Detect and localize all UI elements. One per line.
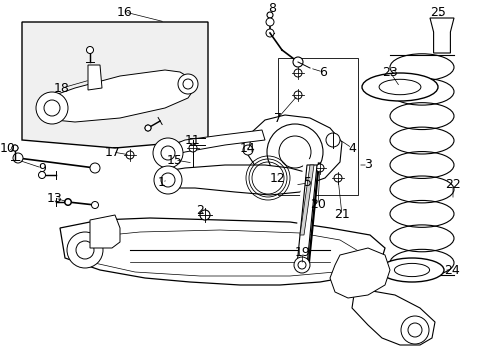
Polygon shape <box>299 165 313 235</box>
Text: 1: 1 <box>158 175 165 189</box>
Circle shape <box>293 91 302 99</box>
Circle shape <box>154 166 182 194</box>
Polygon shape <box>329 248 389 298</box>
Ellipse shape <box>361 73 437 101</box>
Circle shape <box>153 138 183 168</box>
Text: 22: 22 <box>444 179 460 192</box>
Text: 6: 6 <box>318 66 326 78</box>
Text: 25: 25 <box>429 5 445 18</box>
Circle shape <box>178 74 198 94</box>
Text: 16: 16 <box>117 5 133 18</box>
Circle shape <box>13 153 23 163</box>
Circle shape <box>243 145 252 155</box>
Circle shape <box>90 163 100 173</box>
Text: 4: 4 <box>347 141 355 154</box>
Polygon shape <box>60 218 384 285</box>
Text: 21: 21 <box>333 208 349 221</box>
Text: 3: 3 <box>364 158 371 171</box>
Circle shape <box>266 12 272 18</box>
Text: 12: 12 <box>269 171 285 184</box>
Circle shape <box>86 46 93 54</box>
Text: 20: 20 <box>309 198 325 211</box>
Polygon shape <box>429 18 453 53</box>
Text: 11: 11 <box>185 134 201 147</box>
Circle shape <box>189 144 197 152</box>
Circle shape <box>400 316 428 344</box>
Circle shape <box>39 172 45 178</box>
Polygon shape <box>22 22 207 148</box>
Polygon shape <box>164 130 264 158</box>
Circle shape <box>12 145 18 151</box>
Circle shape <box>292 57 303 67</box>
Text: 19: 19 <box>295 246 310 258</box>
Circle shape <box>265 29 273 37</box>
Text: 9: 9 <box>38 162 46 175</box>
Text: 13: 13 <box>47 192 63 204</box>
Text: 5: 5 <box>304 176 311 189</box>
Circle shape <box>65 199 71 205</box>
Circle shape <box>274 180 285 190</box>
Text: 14: 14 <box>240 141 255 154</box>
Text: 15: 15 <box>167 153 183 166</box>
Text: 18: 18 <box>54 81 70 94</box>
Text: 24: 24 <box>443 264 459 276</box>
Polygon shape <box>160 165 309 195</box>
Circle shape <box>145 125 151 131</box>
Polygon shape <box>90 215 120 248</box>
Circle shape <box>95 218 115 238</box>
Polygon shape <box>42 70 195 122</box>
Polygon shape <box>351 288 434 345</box>
Polygon shape <box>296 165 316 265</box>
Circle shape <box>64 198 71 206</box>
Circle shape <box>87 47 93 53</box>
Circle shape <box>67 232 103 268</box>
Text: 10: 10 <box>0 141 16 154</box>
Circle shape <box>265 18 273 26</box>
Circle shape <box>12 145 18 151</box>
Circle shape <box>145 125 151 131</box>
Circle shape <box>39 171 45 179</box>
Circle shape <box>347 259 375 287</box>
Text: 8: 8 <box>267 1 275 14</box>
Circle shape <box>266 124 323 180</box>
Circle shape <box>126 151 134 159</box>
Circle shape <box>253 171 262 179</box>
Circle shape <box>293 69 302 77</box>
Circle shape <box>333 174 341 182</box>
Circle shape <box>325 133 339 147</box>
Ellipse shape <box>379 258 443 282</box>
Polygon shape <box>88 65 102 90</box>
Circle shape <box>36 92 68 124</box>
Circle shape <box>293 257 309 273</box>
Text: 2: 2 <box>196 203 203 216</box>
Text: 17: 17 <box>105 145 121 158</box>
Circle shape <box>187 173 198 183</box>
Polygon shape <box>247 115 341 185</box>
Text: 23: 23 <box>381 66 397 78</box>
Circle shape <box>315 164 324 172</box>
Text: 7: 7 <box>273 112 282 125</box>
Circle shape <box>200 210 209 220</box>
Circle shape <box>44 100 60 116</box>
Circle shape <box>91 202 98 208</box>
